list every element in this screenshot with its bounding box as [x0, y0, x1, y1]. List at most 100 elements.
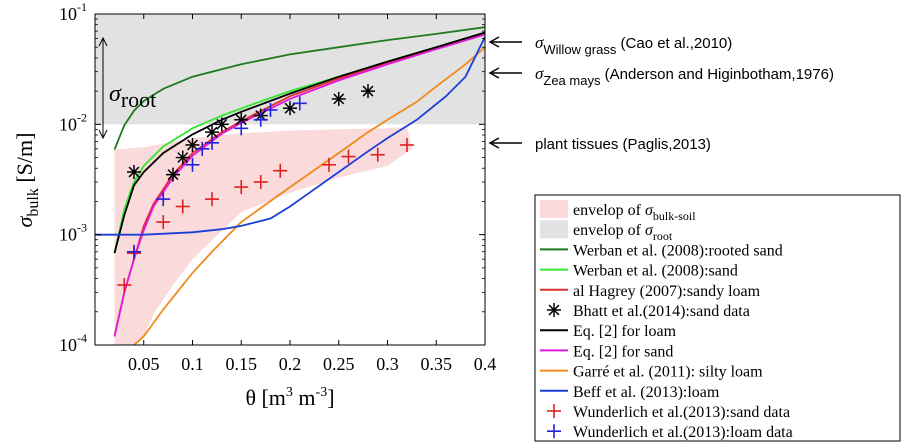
x-axis-label: θ [m3 m-3] [245, 385, 334, 410]
y-tick-base-3: 10 [59, 4, 77, 24]
scatter-1-point-10 [370, 147, 385, 162]
x-tick-label-6: 0.35 [421, 354, 453, 374]
scatter-2-point-6 [253, 112, 268, 127]
y-axis-label-main: σ [12, 215, 37, 227]
scatter-0-point-5-stroke-3 [216, 118, 228, 130]
scatter-0-point-4-stroke-3 [206, 126, 218, 138]
scatter-0-point-3 [185, 137, 200, 152]
annotation-symbol-1: σ [535, 64, 544, 83]
legend-label-11: Wunderlich et al.(2013):loam data [573, 424, 793, 441]
legend-swatch-11 [547, 424, 561, 439]
x-tick-label-4: 0.25 [323, 354, 355, 374]
legend-label-symbol-1: σ [645, 222, 654, 239]
y-tick-base-0: 10 [59, 335, 77, 355]
y-axis-label-sub: bulk [25, 188, 42, 216]
scatter-0-point-2 [175, 150, 190, 165]
scatter-2-point-7 [263, 102, 278, 117]
scatter-2-point-4 [205, 135, 219, 150]
annotation-source-0: (Cao et al.,2010) [616, 35, 732, 52]
scatter-2-point-3 [195, 141, 210, 156]
series-line-4 [113, 33, 485, 337]
legend-label-3: Werban et al. (2008):sand [573, 263, 738, 280]
scatter-0-point-3-stroke-3 [187, 139, 198, 151]
x-tick-label-3: 0.2 [279, 354, 302, 374]
annotation-source-2: plant tissues (Paglis,2013) [535, 136, 711, 153]
x-tick-label-2: 0.15 [226, 354, 258, 374]
x-tick-label-7: 0.4 [474, 354, 497, 374]
scatter-0-point-10 [361, 84, 375, 99]
scatter-0-point-8 [283, 101, 297, 116]
scatter-1-point-6 [253, 175, 268, 190]
y-tick-base-1: 10 [59, 225, 77, 245]
annotation-subscript-0: Willow grass [543, 42, 616, 57]
legend-swatch-1 [540, 220, 568, 239]
sigma-root-label: σroot [109, 81, 156, 112]
x-tick-label-1: 0.1 [181, 354, 204, 374]
scatter-0-point-5 [214, 117, 229, 132]
x-tick-label-0: 0.05 [128, 354, 160, 374]
annotation-arrow-head-2 [488, 137, 500, 149]
envelope-bulk-soil-band [114, 127, 412, 345]
scatter-2-point-8 [292, 96, 307, 111]
scatter-0-point-9 [331, 91, 346, 106]
plot-area: σroot [95, 14, 485, 345]
y-tick-label-3: 10-1 [59, 0, 87, 24]
legend-label-subscript-1: root [653, 229, 673, 243]
scatter-1-point-0 [117, 277, 132, 292]
series-line-6 [95, 36, 485, 236]
legend-swatch-5 [547, 303, 561, 317]
x-axis-label-end: ] [327, 385, 334, 410]
scatter-1-point-7 [273, 163, 288, 178]
scatter-1-point-8 [322, 157, 336, 172]
y-axis-label: σbulk [S/m] [12, 133, 42, 228]
legend-label-9: Beff et al. (2013):loam [573, 384, 720, 401]
legend-swatch-5-stroke-3 [548, 304, 560, 316]
sigma-root-arrow-bottom [98, 129, 108, 140]
sigma-root-subscript: root [121, 87, 156, 112]
scatter-1-point-3 [175, 199, 190, 214]
y-tick-exp-3: -1 [77, 0, 87, 14]
scatter-2-point-1 [156, 192, 171, 207]
y-tick-label-0: 10-4 [59, 331, 87, 355]
annotation-source-1: (Anderson and Higinbotham,1976) [600, 66, 833, 83]
scatter-0-point-0 [127, 164, 141, 179]
annotation-symbol-0: σ [535, 33, 544, 52]
annotation-text-2: plant tissues (Paglis,2013) [535, 136, 711, 153]
scatter-1-point-11 [400, 137, 414, 152]
scatter-2-point-0 [127, 244, 141, 259]
x-axis-label-main: θ [m [245, 385, 285, 410]
legend-box [534, 194, 901, 442]
scatter-0-point-1-stroke-3 [167, 169, 179, 181]
series-line-5 [133, 46, 485, 345]
scatter-2-point-5 [234, 121, 249, 136]
legend-label-2: Werban et al. (2008):rooted sand [573, 242, 783, 259]
legend-label-prefix-0: envelop of [573, 202, 645, 219]
x-tick-label-5: 0.3 [376, 354, 399, 374]
legend-label-symbol-0: σ [645, 202, 654, 219]
annotation-subscript-1: Zea mays [543, 73, 601, 88]
legend-label-1: envelop of σroot [573, 222, 673, 243]
y-tick-base-2: 10 [59, 114, 77, 134]
legend-label-prefix-1: envelop of [573, 222, 645, 239]
legend-label-7: Eq. [2] for sand [573, 343, 673, 360]
legend-swatch-0 [540, 200, 568, 218]
series-line-0 [113, 26, 485, 150]
scatter-0-point-1 [166, 167, 180, 182]
y-tick-exp-1: -3 [77, 221, 87, 235]
scatter-0-point-10-stroke-3 [362, 85, 374, 97]
scatter-2-point-2 [185, 157, 200, 172]
legend-label-8: Garré et al. (2011): silty loam [573, 364, 763, 381]
annotation-text-0: σWillow grass (Cao et al.,2010) [535, 33, 732, 57]
legend-label-5: Bhatt et al.(2014):sand data [573, 303, 750, 320]
annotation-arrow-head-0 [488, 36, 500, 48]
scatter-0-point-2-stroke-3 [177, 152, 189, 164]
scatter-0-point-6-stroke-3 [235, 114, 247, 126]
legend-label-0: envelop of σbulk-soil [573, 202, 696, 223]
scatter-0-point-9-stroke-3 [333, 93, 345, 105]
annotation-arrow-head-1 [488, 67, 500, 79]
scatter-1-point-4 [205, 192, 219, 207]
x-axis-label-mid: m [293, 385, 316, 410]
legend-label-6: Eq. [2] for loam [573, 323, 677, 340]
